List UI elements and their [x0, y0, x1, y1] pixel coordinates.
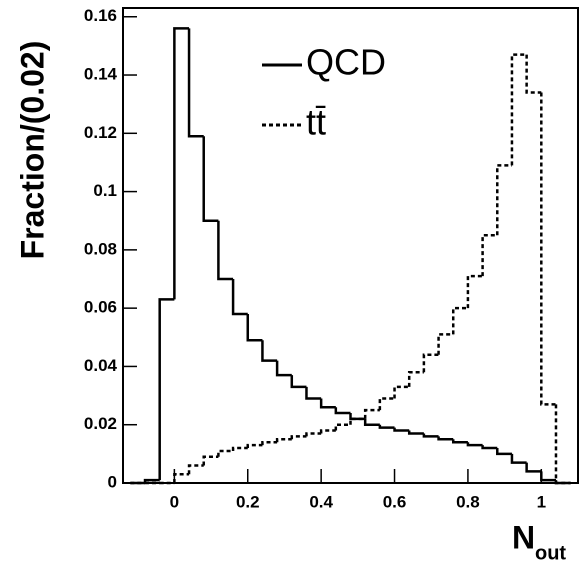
histogram-step	[158, 298, 175, 481]
histogram-step	[451, 439, 468, 444]
histogram-step	[305, 386, 322, 400]
histogram-step	[407, 371, 424, 387]
legend-label: QCD	[306, 42, 386, 83]
histogram-step	[246, 443, 263, 449]
histogram-step	[275, 438, 292, 443]
y-tick-label: 0	[108, 472, 117, 491]
histogram-step	[173, 27, 190, 300]
x-axis-label-subscript: out	[535, 542, 566, 564]
histogram-step	[540, 471, 556, 482]
y-tick-label: 0.12	[84, 123, 117, 142]
histogram-step	[466, 442, 483, 447]
y-axis-label: Fraction/(0.02)	[14, 41, 50, 260]
histogram-step	[187, 28, 204, 138]
histogram-step	[378, 397, 395, 411]
histogram-step	[334, 423, 351, 431]
histogram-step	[319, 429, 336, 434]
histogram-step	[525, 462, 542, 473]
histogram-step	[496, 164, 512, 236]
histogram-step	[290, 375, 307, 389]
histogram-step	[231, 279, 248, 316]
histogram-step	[261, 340, 278, 362]
histogram-step	[422, 353, 439, 373]
histogram-step	[510, 453, 527, 464]
x-axis-label: N	[512, 519, 535, 555]
histogram-step	[437, 333, 454, 355]
histogram-step	[349, 417, 366, 425]
y-tick-label: 0.14	[84, 65, 118, 84]
y-tick-label: 0.06	[84, 298, 117, 317]
x-tick-label: 1	[537, 492, 546, 511]
histogram-step	[261, 440, 278, 446]
histogram-step	[481, 445, 498, 450]
histogram-step	[173, 473, 190, 483]
histogram-step	[393, 385, 410, 399]
histogram-step	[275, 360, 292, 377]
histogram-step	[290, 435, 307, 440]
histogram-step	[246, 313, 263, 342]
histogram-step	[422, 433, 439, 438]
x-tick-label: 0	[170, 492, 179, 511]
histogram-step	[363, 408, 380, 419]
histogram-step	[187, 464, 204, 475]
x-tick-label: 0.4	[309, 492, 333, 511]
histogram-step	[231, 446, 248, 451]
histogram-step	[393, 427, 410, 432]
legend-label: tt̄	[306, 102, 326, 143]
histogram-step	[554, 404, 571, 485]
y-tick-label: 0.04	[84, 356, 118, 375]
histogram-step	[407, 430, 424, 435]
histogram-step	[305, 432, 322, 437]
histogram-step	[481, 234, 498, 277]
histogram-step	[202, 455, 219, 466]
plot-frame	[122, 7, 579, 484]
histogram-step	[363, 418, 380, 426]
y-tick-label: 0.08	[84, 239, 117, 258]
histogram-step	[466, 274, 483, 309]
histogram-step	[525, 54, 542, 94]
histogram-step	[217, 220, 234, 281]
histogram-step	[334, 407, 351, 415]
histogram-step	[202, 136, 219, 222]
histogram-step	[496, 448, 512, 456]
histogram-step	[378, 424, 395, 429]
histogram-step	[217, 449, 234, 457]
histogram-step	[540, 92, 556, 406]
histogram-step	[451, 306, 468, 335]
x-tick-label: 0.2	[236, 492, 260, 511]
histogram-step	[319, 398, 336, 409]
y-tick-label: 0.16	[84, 6, 117, 25]
y-tick-label: 0.1	[93, 181, 117, 200]
x-tick-label: 0.8	[456, 492, 480, 511]
histogram-step	[510, 53, 527, 166]
histogram-step	[437, 436, 454, 441]
y-tick-label: 0.02	[84, 414, 117, 433]
x-tick-label: 0.6	[383, 492, 407, 511]
